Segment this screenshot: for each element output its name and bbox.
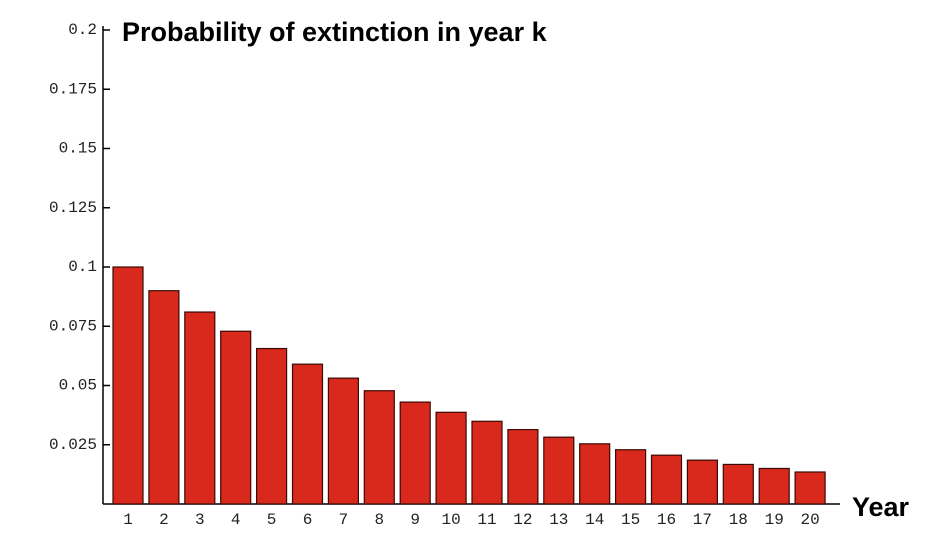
x-tick-label: 10 bbox=[441, 511, 460, 529]
x-axis-label: Year bbox=[852, 492, 910, 522]
bar bbox=[184, 311, 216, 505]
bar bbox=[112, 266, 144, 505]
x-tick-label: 8 bbox=[374, 511, 384, 529]
x-tick-label: 5 bbox=[267, 511, 277, 529]
x-tick-label: 11 bbox=[477, 511, 496, 529]
x-tick-label: 19 bbox=[765, 511, 784, 529]
y-tick-label: 0.125 bbox=[49, 199, 97, 217]
x-tick-label: 7 bbox=[339, 511, 349, 529]
bar bbox=[758, 467, 790, 505]
x-tick-label: 3 bbox=[195, 511, 205, 529]
bar bbox=[291, 363, 324, 505]
bar bbox=[579, 443, 611, 505]
bar bbox=[399, 401, 431, 505]
x-tick-label: 9 bbox=[410, 511, 420, 529]
chart-title: Probability of extinction in year k bbox=[122, 17, 548, 47]
x-tick-label: 4 bbox=[231, 511, 241, 529]
bar bbox=[435, 411, 467, 505]
bar bbox=[256, 347, 288, 505]
y-tick-label: 0.075 bbox=[49, 317, 97, 335]
bar bbox=[220, 330, 252, 505]
bar bbox=[471, 420, 503, 505]
y-tick-label: 0.15 bbox=[59, 140, 97, 158]
x-tick-label: 13 bbox=[549, 511, 568, 529]
y-tick-label: 0.025 bbox=[49, 436, 97, 454]
bar bbox=[148, 290, 180, 505]
bar bbox=[686, 459, 719, 505]
y-tick-label: 0.05 bbox=[59, 377, 97, 395]
x-tick-label: 17 bbox=[693, 511, 712, 529]
x-tick-label: 20 bbox=[800, 511, 819, 529]
bar bbox=[722, 463, 754, 505]
y-tick-label: 0.2 bbox=[68, 21, 97, 39]
bar bbox=[794, 471, 826, 505]
bar bbox=[327, 377, 359, 505]
x-tick-label: 14 bbox=[585, 511, 604, 529]
bar bbox=[543, 436, 575, 505]
x-tick-label: 16 bbox=[657, 511, 676, 529]
bar bbox=[507, 428, 539, 505]
x-tick-label: 12 bbox=[513, 511, 532, 529]
bar bbox=[614, 449, 647, 505]
bar bbox=[650, 454, 683, 505]
bar bbox=[363, 390, 395, 505]
x-tick-label: 2 bbox=[159, 511, 169, 529]
x-tick-label: 15 bbox=[621, 511, 640, 529]
x-tick-label: 18 bbox=[729, 511, 748, 529]
x-tick-label: 6 bbox=[303, 511, 313, 529]
x-tick-label: 1 bbox=[123, 511, 133, 529]
y-tick-label: 0.1 bbox=[68, 258, 97, 276]
y-tick-label: 0.175 bbox=[49, 80, 97, 98]
